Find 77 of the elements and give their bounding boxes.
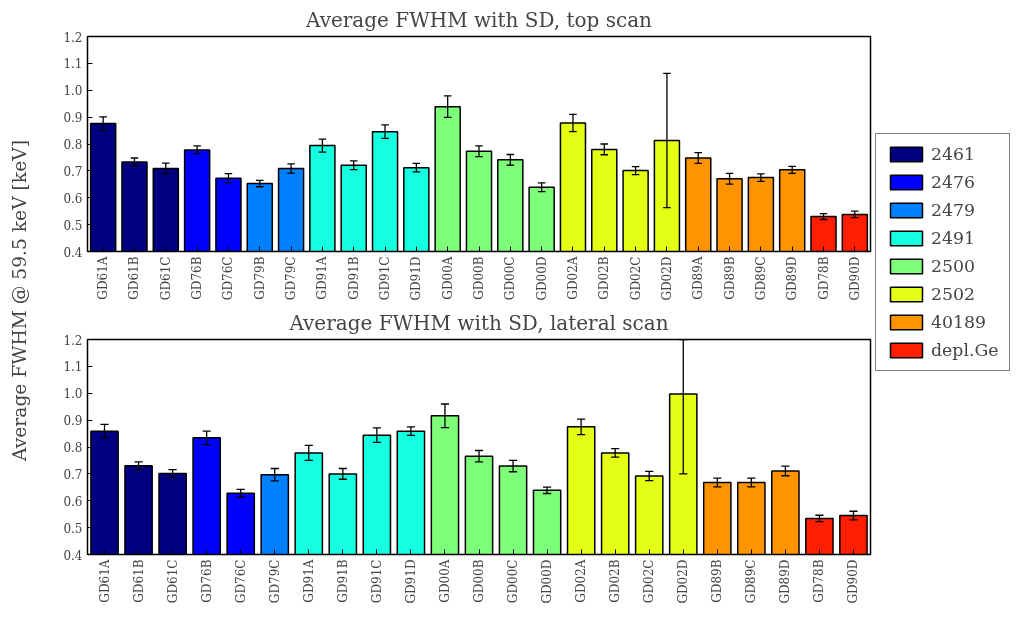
- x-tick-label: GD00D: [540, 559, 555, 604]
- x-tick-label: GD78B: [812, 559, 827, 603]
- y-tick-label: 0.6: [63, 494, 83, 509]
- x-tick-label: GD61B: [127, 256, 142, 300]
- x-tick-label: GD02D: [659, 256, 674, 301]
- y-tick-label: 1.0: [63, 84, 83, 99]
- legend-label: 2479: [931, 200, 976, 220]
- x-tick-label: GD91D: [409, 256, 424, 301]
- legend-label: 2461: [931, 144, 976, 164]
- x-tick-label: GD02A: [574, 559, 589, 603]
- y-tick-label: 0.6: [63, 191, 83, 206]
- x-tick-label: GD89A: [691, 256, 706, 300]
- x-tick-label: GD76B: [190, 256, 205, 300]
- x-tick-label: GD00C: [506, 559, 521, 604]
- legend-label: 2500: [931, 256, 976, 276]
- chart-title: Average FWHM with SD, top scan: [305, 7, 653, 32]
- x-tick-label: GD91B: [346, 256, 361, 300]
- x-tick-label: GD61C: [165, 559, 180, 604]
- x-tick-label: GD02B: [608, 559, 623, 603]
- y-axis-title: Average FWHM @ 59.5 keV [keV]: [9, 140, 31, 462]
- legend-label: 40189: [931, 312, 987, 332]
- x-tick-label: GD61B: [131, 559, 146, 603]
- x-tick-label: GD89B: [722, 256, 737, 300]
- y-tick-label: 0.7: [63, 164, 83, 179]
- y-tick-label: 0.7: [63, 467, 83, 482]
- legend-label: 2502: [931, 284, 976, 304]
- y-tick-label: 0.9: [63, 111, 83, 126]
- x-tick-label: GD61C: [158, 256, 173, 301]
- x-tick-label: GD61A: [96, 256, 111, 300]
- y-tick-label: 0.4: [63, 548, 83, 563]
- y-tick-label: 0.4: [63, 245, 83, 260]
- x-tick-label: GD76C: [221, 256, 236, 301]
- x-tick-label: GD02C: [642, 559, 657, 604]
- x-tick-label: GD02D: [676, 559, 691, 604]
- y-tick-label: 1.1: [63, 360, 83, 375]
- x-tick-label: GD91C: [378, 256, 393, 301]
- x-tick-label: GD00A: [440, 256, 455, 300]
- x-tick-label: GD00A: [437, 559, 452, 603]
- y-tick-label: 0.8: [63, 441, 83, 455]
- y-tick-label: 1.0: [63, 387, 83, 402]
- legend-label: depl.Ge: [931, 340, 999, 360]
- y-tick-label: 1.2: [63, 30, 83, 45]
- legend-label: 2476: [931, 172, 976, 192]
- y-tick-label: 0.5: [63, 218, 83, 233]
- x-tick-label: GD91C: [369, 559, 384, 604]
- x-tick-label: GD00B: [472, 256, 486, 300]
- x-tick-label: GD02C: [628, 256, 643, 301]
- chart-title: Average FWHM with SD, lateral scan: [288, 310, 669, 335]
- legend-label: 2491: [931, 228, 976, 248]
- x-tick-label: GD78B: [816, 256, 831, 300]
- x-tick-label: GD91B: [335, 559, 350, 603]
- x-tick-label: GD89B: [710, 559, 725, 603]
- x-tick-label: GD79C: [284, 256, 299, 301]
- x-tick-label: GD90D: [847, 256, 862, 301]
- x-tick-label: GD00D: [534, 256, 549, 301]
- x-tick-label: GD61A: [97, 559, 112, 603]
- x-tick-label: GD89D: [778, 559, 793, 604]
- x-tick-label: GD76C: [233, 559, 248, 604]
- y-tick-label: 1.1: [63, 57, 83, 72]
- y-tick-label: 1.2: [63, 333, 83, 348]
- y-tick-label: 0.9: [63, 414, 83, 429]
- x-tick-label: GD02A: [565, 256, 580, 300]
- x-tick-label: GD00C: [503, 256, 518, 301]
- x-tick-label: GD76B: [199, 559, 214, 603]
- x-tick-label: GD89C: [744, 559, 759, 604]
- y-tick-label: 0.5: [63, 521, 83, 536]
- x-tick-label: GD79B: [252, 256, 267, 300]
- x-tick-label: GD00B: [472, 559, 486, 603]
- x-tick-label: GD91D: [403, 559, 418, 604]
- x-tick-label: GD02B: [597, 256, 612, 300]
- x-tick-label: GD79C: [267, 559, 282, 604]
- x-tick-label: GD89D: [785, 256, 800, 301]
- x-tick-label: GD91A: [315, 256, 330, 300]
- x-tick-label: GD91A: [301, 559, 316, 603]
- x-tick-label: GD90D: [846, 559, 861, 604]
- y-tick-label: 0.8: [63, 138, 83, 152]
- x-tick-label: GD89C: [753, 256, 768, 301]
